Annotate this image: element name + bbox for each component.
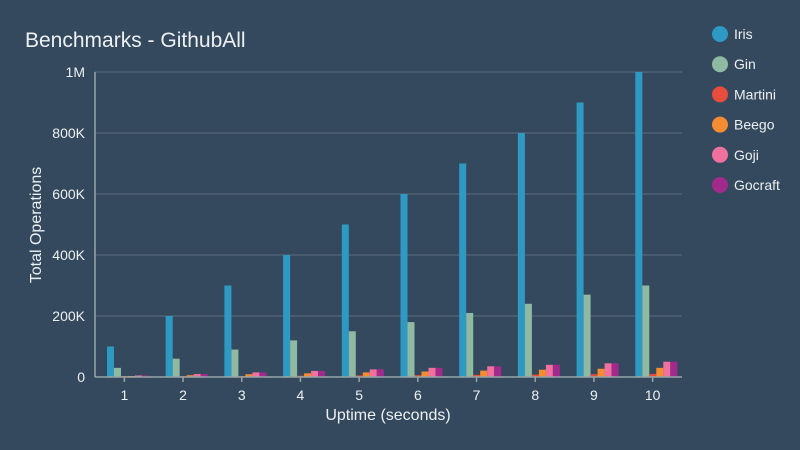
bar-gin (114, 368, 121, 377)
legend-label: Gocraft (734, 177, 780, 193)
bar-iris (107, 347, 114, 378)
bar-gin (525, 304, 532, 377)
legend-item-gin[interactable]: Gin (712, 56, 756, 72)
legend-item-beego[interactable]: Beego (712, 117, 775, 133)
y-tick-label: 600K (52, 186, 85, 202)
y-axis-label: Total Operations (28, 167, 45, 284)
legend-label: Beego (734, 117, 775, 133)
legend-item-goji[interactable]: Goji (712, 147, 759, 163)
bar-gin (642, 286, 649, 378)
legend-item-iris[interactable]: Iris (712, 26, 753, 42)
bar-gocraft (436, 368, 443, 377)
legend-item-martini[interactable]: Martini (712, 86, 776, 102)
legend-swatch (712, 147, 728, 163)
x-tick-label: 9 (590, 387, 598, 403)
x-tick-label: 5 (355, 387, 363, 403)
y-tick-label: 1M (66, 64, 85, 80)
bar-goji (370, 369, 377, 377)
legend-swatch (712, 26, 728, 42)
y-tick-label: 400K (52, 247, 85, 263)
x-tick-label: 1 (120, 387, 128, 403)
bar-iris (166, 316, 173, 377)
bar-gocraft (377, 369, 384, 377)
bar-iris (283, 255, 290, 377)
legend-label: Goji (734, 147, 759, 163)
bar-iris (635, 72, 642, 377)
bar-beego (656, 368, 663, 377)
bar-iris (224, 286, 231, 378)
bar-iris (342, 225, 349, 378)
legend-label: Iris (734, 26, 753, 42)
legend-swatch (712, 86, 728, 102)
bar-gocraft (612, 363, 619, 377)
bar-gin (349, 331, 356, 377)
axes (95, 72, 682, 382)
legend-swatch (712, 117, 728, 133)
x-tick-label: 8 (531, 387, 539, 403)
bar-beego (598, 369, 605, 377)
x-tick-label: 2 (179, 387, 187, 403)
legend-label: Martini (734, 86, 776, 102)
bar-gocraft (553, 365, 560, 377)
bar-goji (311, 371, 318, 377)
legend-label: Gin (734, 56, 756, 72)
bar-beego (539, 370, 546, 377)
bar-iris (459, 164, 466, 378)
grid-lines (95, 72, 682, 316)
bar-goji (605, 363, 612, 377)
legend-swatch (712, 177, 728, 193)
x-tick-label: 6 (414, 387, 422, 403)
bar-goji (663, 362, 670, 377)
bar-gin (466, 313, 473, 377)
y-tick-label: 800K (52, 125, 85, 141)
y-tick-label: 0 (77, 369, 85, 385)
x-axis-label: Uptime (seconds) (325, 407, 450, 424)
bar-goji (546, 365, 553, 377)
bar-gin (290, 340, 297, 377)
legend[interactable]: Iris Gin Martini Beego Goji Gocraft (712, 26, 780, 193)
bar-gocraft (494, 366, 501, 377)
x-tick-label: 4 (297, 387, 305, 403)
bar-iris (518, 133, 525, 377)
bar-gin (231, 350, 238, 377)
bar-gocraft (318, 371, 325, 377)
chart-title: Benchmarks - GithubAll (25, 29, 246, 52)
bar-iris (401, 194, 408, 377)
legend-item-gocraft[interactable]: Gocraft (712, 177, 780, 193)
bar-gocraft (670, 362, 677, 377)
bar-iris (577, 103, 584, 378)
bar-goji (487, 366, 494, 377)
tick-labels: 0 200K 400K 600K 800K 1M 1 2 3 4 5 6 7 8 9 10 (52, 64, 660, 403)
x-tick-label: 3 (238, 387, 246, 403)
bar-gin (408, 322, 415, 377)
y-tick-label: 200K (52, 308, 85, 324)
x-tick-label: 10 (645, 387, 661, 403)
bar-beego (422, 372, 429, 377)
bar-goji (429, 368, 436, 377)
legend-swatch (712, 56, 728, 72)
bars (107, 72, 677, 377)
bar-gin (173, 359, 180, 377)
x-tick-label: 7 (473, 387, 481, 403)
bar-gin (584, 295, 591, 377)
bar-beego (480, 371, 487, 377)
